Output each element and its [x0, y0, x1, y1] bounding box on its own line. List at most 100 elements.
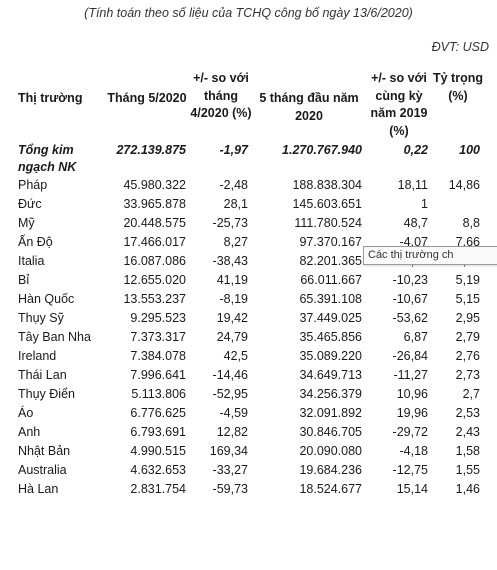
cell-vs-yoy: -10,67	[392, 292, 428, 306]
cell-vs-yoy: 18,11	[397, 178, 428, 192]
cell-vs-yoy: 48,7	[403, 216, 428, 230]
total-vs-prev: -1,97	[219, 143, 249, 157]
table-row: Đức 33.965.878 28,1 145.603.651 1	[14, 195, 484, 214]
cell-month: 4.990.515	[130, 444, 186, 458]
cell-vs-yoy: 6,87	[403, 330, 428, 344]
cell-five-months: 19.684.236	[299, 463, 362, 477]
cell-five-months: 18.524.677	[299, 482, 362, 496]
cell-share: 2,7	[462, 387, 480, 401]
cell-share: 2,95	[455, 311, 480, 325]
total-row: Tổng kim ngạch NK 272.139.875 -1,97 1.27…	[14, 140, 484, 176]
cell-market: Đức	[18, 197, 42, 211]
cell-vs-prev: -2,48	[219, 178, 249, 192]
cell-month: 12.655.020	[123, 273, 186, 287]
table-row: Hàn Quốc 13.553.237 -8,19 65.391.108 -10,67 5…	[14, 290, 484, 309]
cell-vs-yoy: -4,18	[399, 444, 429, 458]
cell-share: 7,66	[455, 235, 480, 249]
table-row: Ireland 7.384.078 42,5 35.089.220 -26,84 2,76	[14, 347, 484, 366]
cell-vs-prev: 24,79	[216, 330, 248, 344]
cell-vs-yoy: 19,96	[396, 406, 428, 420]
cell-market: Áo	[18, 406, 34, 420]
cell-share: 2,73	[455, 368, 480, 382]
cell-vs-prev: 8,27	[223, 235, 248, 249]
total-five-months: 1.270.767.940	[282, 143, 362, 157]
cell-five-months: 111.780.524	[294, 216, 362, 230]
cell-month: 6.776.625	[130, 406, 186, 420]
cell-vs-prev: 19,42	[216, 311, 248, 325]
header-vs-prev: +/- so với tháng 4/2020 (%)	[190, 71, 252, 120]
cell-month: 13.553.237	[123, 292, 186, 306]
cell-vs-prev: 41,19	[216, 273, 248, 287]
table-row: Bỉ 12.655.020 41,19 66.011.667 -10,23 5,19	[14, 271, 484, 290]
cell-share: 5,19	[455, 273, 480, 287]
total-share: 100	[459, 143, 480, 157]
cell-vs-yoy: -4,07	[399, 235, 429, 249]
cell-vs-prev: -52,95	[212, 387, 248, 401]
cell-vs-yoy: -10,23	[392, 273, 428, 287]
cell-market: Hàn Quốc	[18, 292, 75, 306]
tooltip: Các thị trường ch	[363, 246, 497, 265]
cell-vs-yoy: -53,62	[392, 311, 428, 325]
cell-month: 20.448.575	[123, 216, 186, 230]
cell-vs-prev: 12,82	[216, 425, 248, 439]
cell-vs-prev: -33,27	[212, 463, 248, 477]
cell-five-months: 32.091.892	[299, 406, 362, 420]
cell-month: 16.087.086	[123, 254, 186, 268]
cell-market: Anh	[18, 425, 41, 439]
header-vs-yoy: +/- so với cùng kỳ năm 2019 (%)	[370, 71, 428, 138]
total-market: Tổng kim ngạch NK	[18, 143, 77, 174]
header-row: Thị trường Tháng 5/2020 +/- so với tháng…	[14, 70, 484, 140]
cell-vs-prev: -25,73	[212, 216, 248, 230]
table-row: Australia 4.632.653 -33,27 19.684.236 -12,75…	[14, 461, 484, 480]
cell-vs-yoy: -26,84	[392, 349, 428, 363]
cell-five-months: 97.370.167	[299, 235, 362, 249]
cell-share: 5,15	[455, 292, 480, 306]
cell-share: 2,53	[455, 406, 480, 420]
cell-month: 4.632.653	[130, 463, 186, 477]
table-row: Nhật Bản 4.990.515 169,34 20.090.080 -4,18 1,…	[14, 442, 484, 461]
table-row: Tây Ban Nha 7.373.317 24,79 35.465.856 6,87 2…	[14, 328, 484, 347]
cell-share: 1,58	[455, 444, 480, 458]
table-row: Anh 6.793.691 12,82 30.846.705 -29,72 2,43	[14, 423, 484, 442]
cell-five-months: 188.838.304	[292, 178, 362, 192]
cell-vs-yoy: 15,14	[396, 482, 428, 496]
cell-vs-prev: 28,1	[223, 197, 248, 211]
cell-share: 2,43	[455, 425, 480, 439]
cell-vs-prev: -14,46	[212, 368, 248, 382]
cell-market: Ấn Độ	[18, 235, 53, 249]
cell-vs-prev: -8,19	[219, 292, 249, 306]
cell-vs-prev: -4,59	[219, 406, 249, 420]
cell-vs-prev: -38,43	[212, 254, 248, 268]
cell-share: 14,86	[448, 178, 480, 192]
table-row: Hà Lan 2.831.754 -59,73 18.524.677 15,14 1,46	[14, 480, 484, 499]
cell-month: 7.373.317	[130, 330, 186, 344]
header-market: Thị trường	[18, 91, 83, 105]
cell-five-months: 37.449.025	[299, 311, 362, 325]
cell-month: 45.980.322	[123, 178, 186, 192]
cell-market: Thụy Điển	[18, 387, 75, 401]
cell-share: 1,55	[455, 463, 480, 477]
cell-vs-yoy: -11,27	[393, 368, 428, 382]
cell-market: Thụy Sỹ	[18, 311, 64, 325]
cell-five-months: 65.391.108	[299, 292, 362, 306]
cell-market: Thái Lan	[18, 368, 67, 382]
cell-vs-prev: -59,73	[212, 482, 248, 496]
unit-label: ĐVT: USD	[431, 40, 489, 54]
total-vs-yoy: 0,22	[403, 143, 428, 157]
cell-market: Hà Lan	[18, 482, 59, 496]
cell-five-months: 20.090.080	[299, 444, 362, 458]
cell-market: Ireland	[18, 349, 57, 363]
cell-vs-yoy: -29,72	[392, 425, 428, 439]
cell-market: Tây Ban Nha	[18, 330, 91, 344]
cell-market: Mỹ	[18, 216, 35, 230]
cell-vs-yoy: -12,75	[392, 463, 428, 477]
cell-month: 17.466.017	[123, 235, 186, 249]
cell-five-months: 34.256.379	[299, 387, 362, 401]
header-share: Tỷ trọng (%)	[433, 71, 483, 103]
cell-share: 1,46	[455, 482, 480, 496]
table-row: Ấn Độ 17.466.017 8,27 97.370.167 -4,07 7,66	[14, 233, 484, 252]
cell-market: Pháp	[18, 178, 48, 192]
total-month: 272.139.875	[116, 143, 186, 157]
cell-market: Australia	[18, 463, 67, 477]
table-row: Thái Lan 7.996.641 -14,46 34.649.713 -11,27 2…	[14, 366, 484, 385]
